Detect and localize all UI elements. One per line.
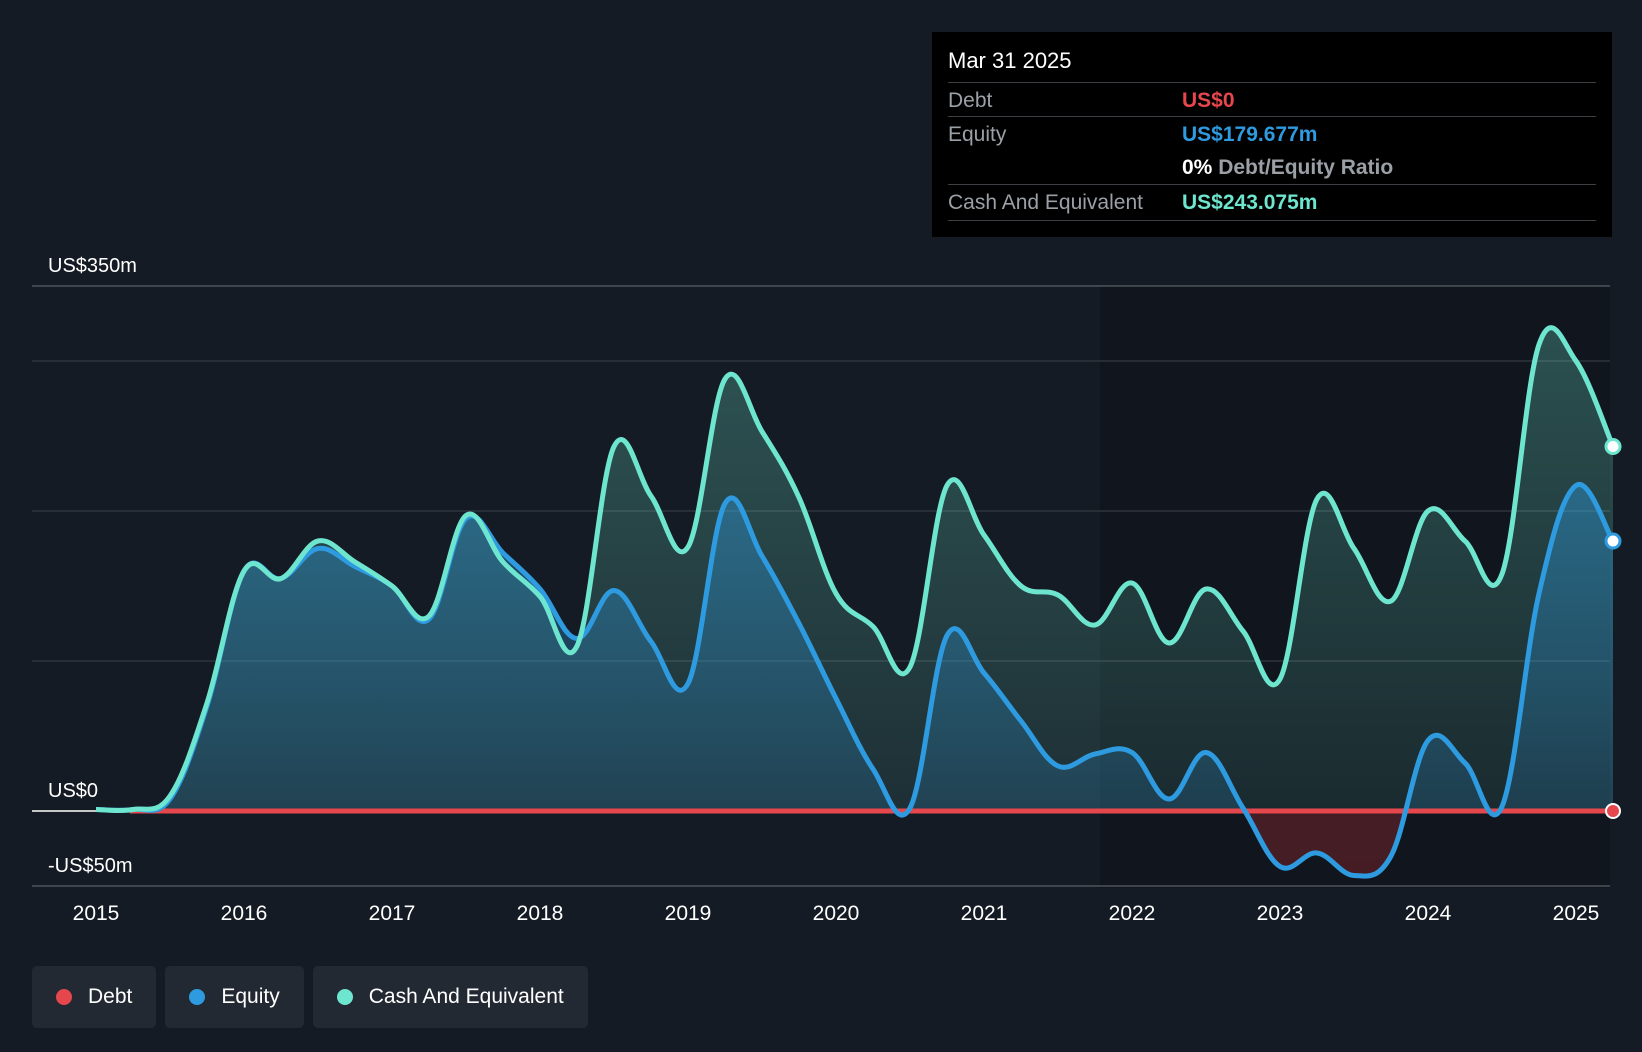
tooltip-panel: Mar 31 2025 Debt US$0 Equity US$179.677m…: [932, 32, 1612, 237]
y-tick-label: US$0: [48, 780, 98, 802]
x-tick-label: 2023: [1257, 902, 1304, 925]
negative-equity-area: [96, 811, 1610, 877]
tooltip-divider: [948, 220, 1596, 221]
x-tick-label: 2019: [665, 902, 712, 925]
equity-end-marker: [1604, 532, 1622, 550]
y-tick-label: -US$50m: [48, 855, 132, 877]
equity-area: [96, 484, 1613, 877]
series-lines: [95, 325, 1616, 879]
legend-item-debt[interactable]: Debt: [32, 966, 157, 1028]
chart-legend: Debt Equity Cash And Equivalent: [32, 966, 588, 1028]
cash-end-marker: [1604, 438, 1622, 455]
legend-label-debt: Debt: [88, 985, 133, 1008]
legend-item-equity[interactable]: Equity: [165, 966, 304, 1028]
end-markers: [1604, 438, 1622, 819]
legend-item-cash[interactable]: Cash And Equivalent: [312, 966, 588, 1028]
y-tick-label: US$350m: [48, 255, 137, 277]
debt-dot-icon: [56, 989, 72, 1005]
tooltip-debt-value: US$0: [1182, 89, 1235, 112]
x-tick-label: 2015: [73, 902, 120, 925]
tooltip-cash-label: Cash And Equivalent: [948, 191, 1143, 214]
tooltip-row-equity: Equity US$179.677m: [948, 116, 1596, 151]
x-tick-label: 2017: [369, 902, 416, 925]
tooltip-ratio-label: Debt/Equity Ratio: [1218, 156, 1394, 179]
tooltip-row-debt: Debt US$0: [948, 82, 1596, 117]
tooltip-date: Mar 31 2025: [948, 48, 1072, 73]
x-tick-label: 2021: [961, 902, 1008, 925]
x-tick-label: 2016: [221, 902, 268, 925]
tooltip-equity-label: Equity: [948, 123, 1007, 146]
cash-line: [95, 325, 1616, 814]
x-tick-label: 2022: [1109, 902, 1156, 925]
y-axis-labels: US$350m US$0 -US$50m: [48, 255, 137, 877]
tooltip-debt-label: Debt: [948, 89, 993, 112]
x-tick-label: 2025: [1553, 902, 1600, 925]
legend-label-equity: Equity: [221, 985, 280, 1008]
legend-label-cash: Cash And Equivalent: [368, 985, 564, 1008]
tooltip-equity-value: US$179.677m: [1182, 123, 1318, 146]
x-tick-label: 2020: [813, 902, 860, 925]
x-tick-label: 2018: [517, 902, 564, 925]
x-tick-label: 2024: [1405, 902, 1452, 925]
cash-dot-icon: [336, 989, 353, 1005]
tooltip-row-cash: Cash And Equivalent US$243.075m: [948, 184, 1596, 219]
debt-end-marker: [1605, 803, 1621, 819]
tooltip-ratio-percent: 0%: [1182, 156, 1213, 179]
equity-dot-icon: [189, 989, 206, 1005]
area-fills: [96, 327, 1613, 877]
tooltip-ratio: 0% Debt/Equity Ratio: [1182, 156, 1393, 180]
x-axis-labels: 2015 2016 2017 2018 2019 2020 2021 2022 2023 2024…: [73, 902, 1600, 925]
equity-line: [95, 481, 1616, 879]
tooltip-cash-value: US$243.075m: [1182, 191, 1318, 214]
tooltip-row-ratio: 0% Debt/Equity Ratio: [948, 150, 1596, 184]
